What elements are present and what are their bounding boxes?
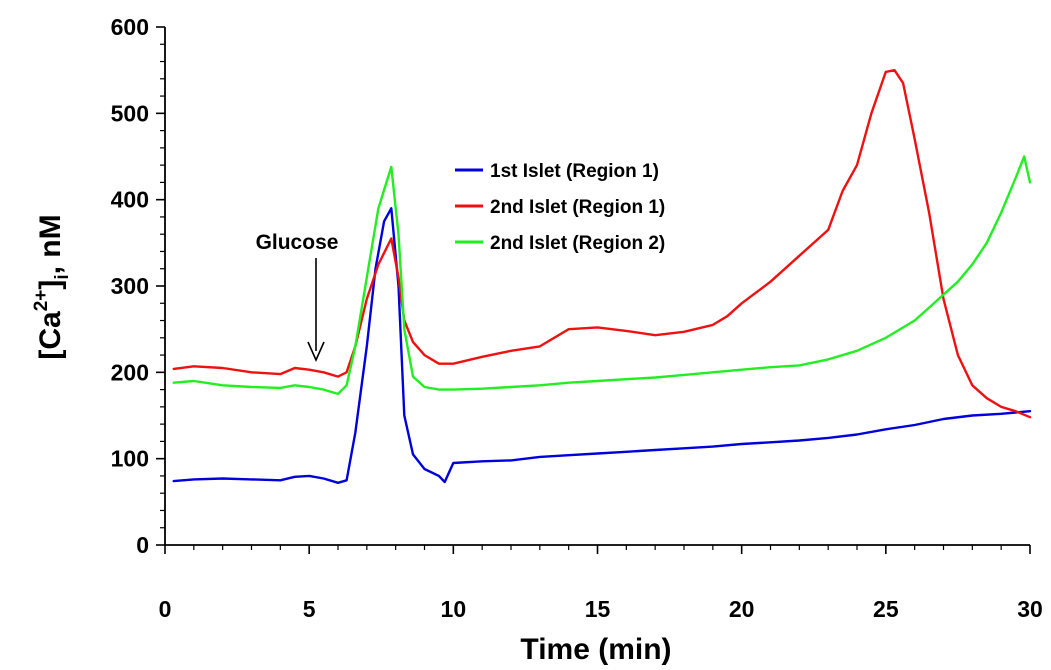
x-tick-label: 10 [441, 596, 467, 622]
x-tick-label: 30 [1017, 596, 1043, 622]
x-tick-label: 20 [729, 596, 755, 622]
y-tick-label: 500 [111, 100, 149, 126]
y-axis: 0 100 200 300 400 500 600 [111, 14, 166, 558]
glucose-annotation: Glucose [256, 231, 339, 362]
x-axis-title: Time (min) [520, 633, 671, 666]
legend-label-1: 1st Islet (Region 1) [490, 161, 659, 182]
legend: 1st Islet (Region 1) 2nd Islet (Region 1)… [455, 161, 665, 254]
y-tick-label: 400 [111, 187, 149, 213]
legend-label-2: 2nd Islet (Region 1) [490, 197, 665, 218]
x-tick-label: 5 [303, 596, 316, 622]
x-axis: 0 5 10 15 20 25 30 [159, 544, 1043, 622]
y-tick-label: 100 [111, 446, 149, 472]
series-layer [172, 69, 1032, 484]
y-axis-title-suffix: , nM [34, 214, 67, 274]
y-tick-label: 300 [111, 273, 149, 299]
y-tick-label: 600 [111, 14, 149, 40]
y-axis-title-sup: 2+ [31, 290, 52, 312]
series-line-2 [172, 69, 1032, 419]
series-line-3 [172, 155, 1032, 396]
x-tick-label: 25 [873, 596, 899, 622]
x-tick-label: 15 [585, 596, 611, 622]
y-axis-title-close: ] [34, 280, 67, 290]
y-axis-title-sub: i [52, 274, 73, 279]
legend-label-3: 2nd Islet (Region 2) [490, 233, 665, 254]
y-tick-label: 0 [136, 532, 149, 558]
y-axis-title-prefix: [Ca [34, 311, 67, 360]
x-tick-label: 0 [159, 596, 172, 622]
glucose-arrow-head [307, 341, 325, 362]
series-line-1 [172, 207, 1032, 484]
glucose-label: Glucose [256, 231, 339, 254]
y-tick-label: 200 [111, 359, 149, 385]
y-axis-title: [Ca2+]i, nM [31, 214, 73, 359]
